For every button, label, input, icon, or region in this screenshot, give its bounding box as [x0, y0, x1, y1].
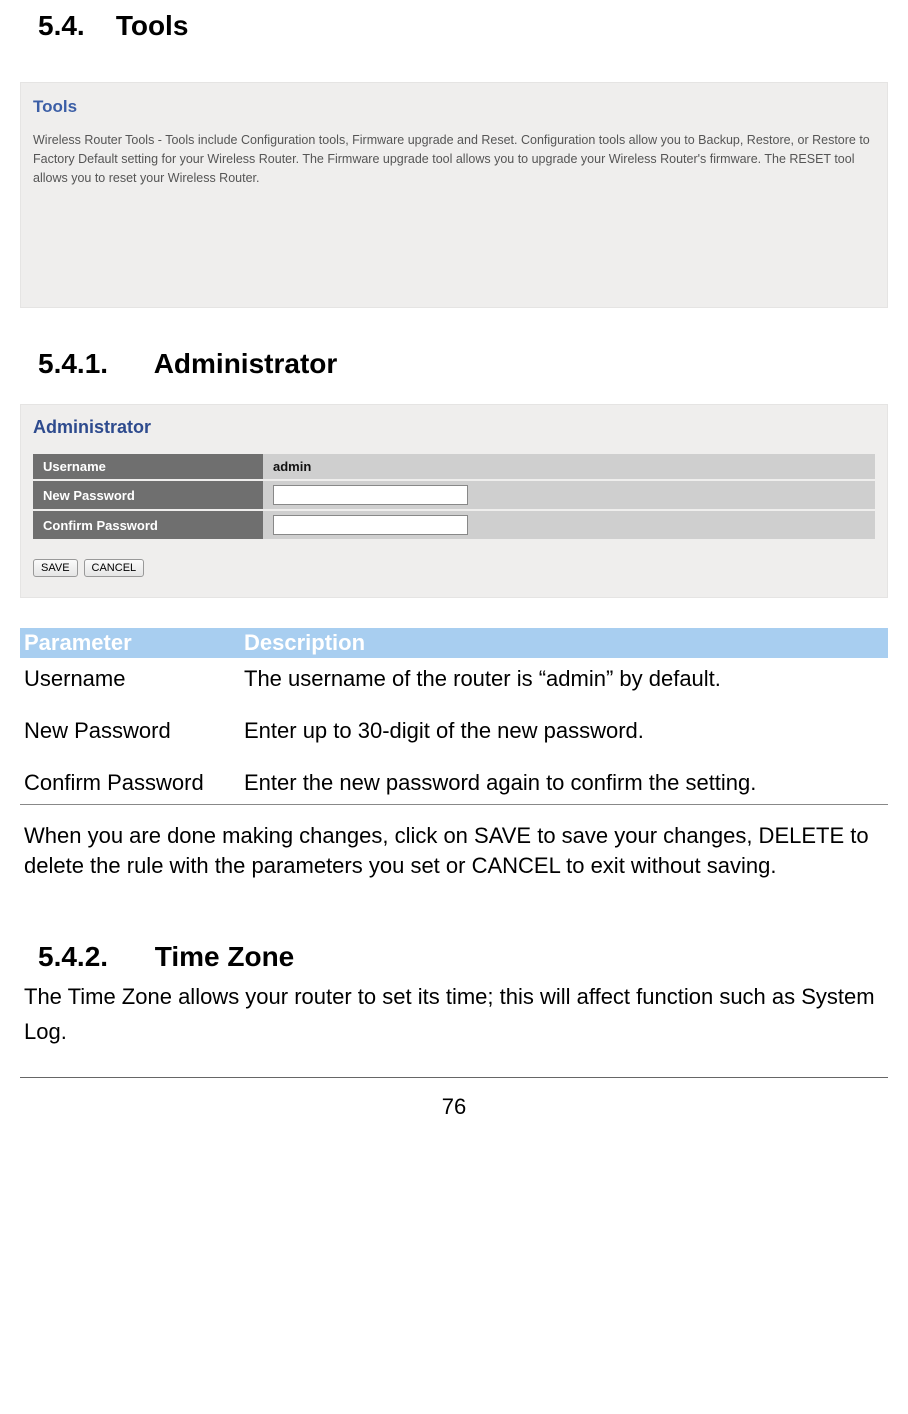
param-name: New Password [20, 710, 240, 752]
administrator-form-table: Username admin New Password Confirm Pass… [33, 452, 875, 541]
save-button[interactable]: SAVE [33, 559, 78, 577]
new-password-input[interactable] [273, 485, 468, 505]
param-desc: Enter the new password again to confirm … [240, 762, 888, 805]
heading-5-4-2: 5.4.2. Time Zone [38, 941, 888, 973]
new-password-label: New Password [33, 481, 263, 509]
param-name: Confirm Password [20, 762, 240, 805]
heading-5-4-1: 5.4.1. Administrator [38, 348, 888, 380]
heading-5-4-1-number: 5.4.1. [38, 348, 108, 379]
param-header-description: Description [240, 628, 888, 658]
table-row: Confirm Password Enter the new password … [20, 762, 888, 805]
heading-5-4-2-title: Time Zone [155, 941, 295, 972]
cancel-button[interactable]: CANCEL [84, 559, 145, 577]
table-row: Confirm Password [33, 511, 875, 539]
table-row: Username The username of the router is “… [20, 658, 888, 700]
heading-5-4: 5.4. Tools [38, 10, 888, 42]
confirm-password-input[interactable] [273, 515, 468, 535]
param-header-parameter: Parameter [20, 628, 240, 658]
tools-panel-description: Wireless Router Tools - Tools include Co… [33, 131, 875, 187]
param-desc: The username of the router is “admin” by… [240, 658, 888, 700]
tools-panel-title: Tools [33, 97, 875, 117]
save-note-text: When you are done making changes, click … [24, 821, 884, 880]
heading-5-4-title: Tools [116, 10, 189, 41]
param-desc: Enter up to 30-digit of the new password… [240, 710, 888, 752]
administrator-panel-title: Administrator [33, 417, 875, 438]
heading-5-4-1-title: Administrator [154, 348, 338, 379]
footer-divider [20, 1077, 888, 1078]
username-label: Username [33, 454, 263, 479]
parameter-description-table: Parameter Description Username The usern… [20, 628, 888, 805]
param-name: Username [20, 658, 240, 700]
table-row: Username admin [33, 454, 875, 479]
table-row: New Password Enter up to 30-digit of the… [20, 710, 888, 752]
tools-panel: Tools Wireless Router Tools - Tools incl… [20, 82, 888, 308]
table-row: New Password [33, 481, 875, 509]
heading-5-4-2-number: 5.4.2. [38, 941, 108, 972]
username-value: admin [263, 454, 875, 479]
administrator-panel: Administrator Username admin New Passwor… [20, 404, 888, 598]
timezone-description: The Time Zone allows your router to set … [24, 979, 888, 1049]
confirm-password-label: Confirm Password [33, 511, 263, 539]
page-number: 76 [20, 1094, 888, 1120]
button-row: SAVE CANCEL [33, 559, 875, 577]
heading-5-4-number: 5.4. [38, 10, 85, 41]
